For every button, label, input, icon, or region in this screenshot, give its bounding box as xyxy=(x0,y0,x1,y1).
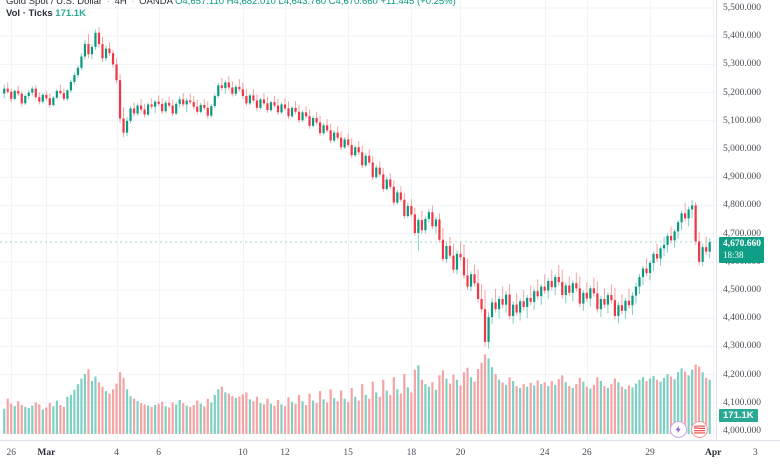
price-axis-tick: 4,300.000 xyxy=(723,341,761,352)
chart-corner-icons xyxy=(670,421,708,438)
price-axis-tick: 5,000.000 xyxy=(723,144,761,154)
time-axis-tick: 6 xyxy=(156,448,162,458)
time-axis-tick: 29 xyxy=(645,448,655,458)
chart-plot-area[interactable] xyxy=(0,0,716,440)
lightning-bolt-icon[interactable] xyxy=(670,421,687,438)
candlestick-chart-svg[interactable] xyxy=(0,0,716,440)
time-axis-tick: 26 xyxy=(6,448,16,458)
volume-badge[interactable]: 171.1K xyxy=(719,408,758,422)
price-axis-tick: 4,800.000 xyxy=(723,200,761,211)
price-axis-tick: 4,500.000 xyxy=(723,285,761,295)
time-axis-tick: 12 xyxy=(280,448,290,458)
time-axis-tick: 24 xyxy=(539,448,550,458)
candles xyxy=(3,27,711,349)
time-axis-tick: 26 xyxy=(582,448,592,458)
price-axis-tick: 5,200.000 xyxy=(723,87,761,98)
time-axis-tick: Apr xyxy=(705,448,722,458)
current-price-time: 18:38 xyxy=(723,249,744,260)
price-axis-tick: 4,200.000 xyxy=(723,369,761,380)
time-axis-tick: 3 xyxy=(752,448,758,458)
price-axis-tick: 4,700.000 xyxy=(723,228,761,239)
time-axis[interactable]: 26 Mar 4 6 10 12 15 18 20 24 26 29 Apr 3 xyxy=(0,440,780,470)
price-axis-tick: 5,400.000 xyxy=(723,31,761,42)
price-axis[interactable]: 5,500.000 5,400.000 5,300.000 5,200.000 5,10… xyxy=(716,0,780,440)
time-axis-tick: 10 xyxy=(238,448,248,458)
price-axis-tick: 5,300.000 xyxy=(723,59,761,70)
price-axis-tick: 4,000.000 xyxy=(723,426,761,436)
price-axis-tick: 5,500.000 xyxy=(723,3,761,13)
price-axis-tick: 4,400.000 xyxy=(723,313,761,324)
price-axis-tick: 4,900.000 xyxy=(723,172,761,183)
time-axis-tick: 20 xyxy=(455,448,466,458)
current-price-value: 4,670.660 xyxy=(723,238,761,249)
price-axis-tick: 4,100.000 xyxy=(723,397,761,408)
us-flag-icon[interactable] xyxy=(691,421,708,438)
price-axis-tick: 5,100.000 xyxy=(723,115,761,126)
current-price-badge[interactable]: 4,670.660 18:38 xyxy=(719,236,764,263)
time-axis-tick: 15 xyxy=(343,448,353,458)
grid-lines xyxy=(0,0,716,440)
volume-bars xyxy=(3,354,711,434)
time-axis-tick: Mar xyxy=(37,448,56,458)
time-axis-tick: 4 xyxy=(114,448,119,458)
time-axis-tick: 18 xyxy=(406,448,417,458)
